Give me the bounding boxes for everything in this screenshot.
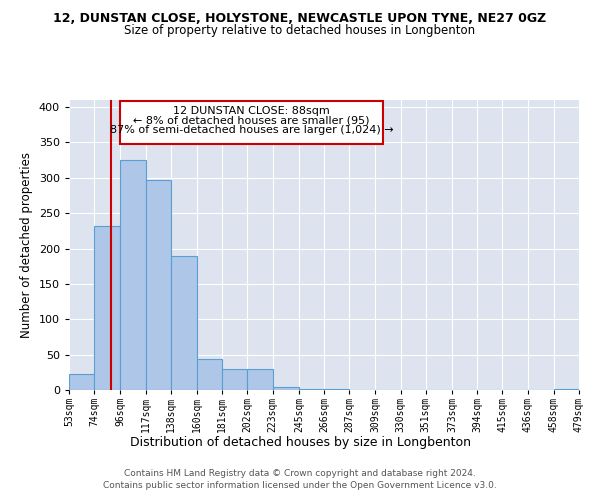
- Bar: [197, 359, 222, 390]
- Bar: [247, 369, 272, 390]
- Text: 12 DUNSTAN CLOSE: 88sqm: 12 DUNSTAN CLOSE: 88sqm: [173, 106, 330, 116]
- Bar: [146, 180, 171, 390]
- Text: 12, DUNSTAN CLOSE, HOLYSTONE, NEWCASTLE UPON TYNE, NE27 0GZ: 12, DUNSTAN CLOSE, HOLYSTONE, NEWCASTLE …: [53, 12, 547, 26]
- Text: Contains public sector information licensed under the Open Government Licence v3: Contains public sector information licen…: [103, 481, 497, 490]
- Bar: [554, 388, 579, 390]
- Bar: [94, 226, 121, 390]
- Bar: [222, 370, 247, 390]
- Bar: [299, 388, 324, 390]
- Text: Contains HM Land Registry data © Crown copyright and database right 2024.: Contains HM Land Registry data © Crown c…: [124, 468, 476, 477]
- Y-axis label: Number of detached properties: Number of detached properties: [20, 152, 33, 338]
- FancyBboxPatch shape: [121, 102, 383, 144]
- Text: ← 8% of detached houses are smaller (95): ← 8% of detached houses are smaller (95): [133, 116, 370, 126]
- Text: Size of property relative to detached houses in Longbenton: Size of property relative to detached ho…: [124, 24, 476, 37]
- Text: 87% of semi-detached houses are larger (1,024) →: 87% of semi-detached houses are larger (…: [110, 126, 394, 136]
- Bar: [272, 387, 299, 390]
- Bar: [69, 374, 94, 390]
- Text: Distribution of detached houses by size in Longbenton: Distribution of detached houses by size …: [130, 436, 470, 449]
- Bar: [171, 256, 197, 390]
- Bar: [121, 160, 146, 390]
